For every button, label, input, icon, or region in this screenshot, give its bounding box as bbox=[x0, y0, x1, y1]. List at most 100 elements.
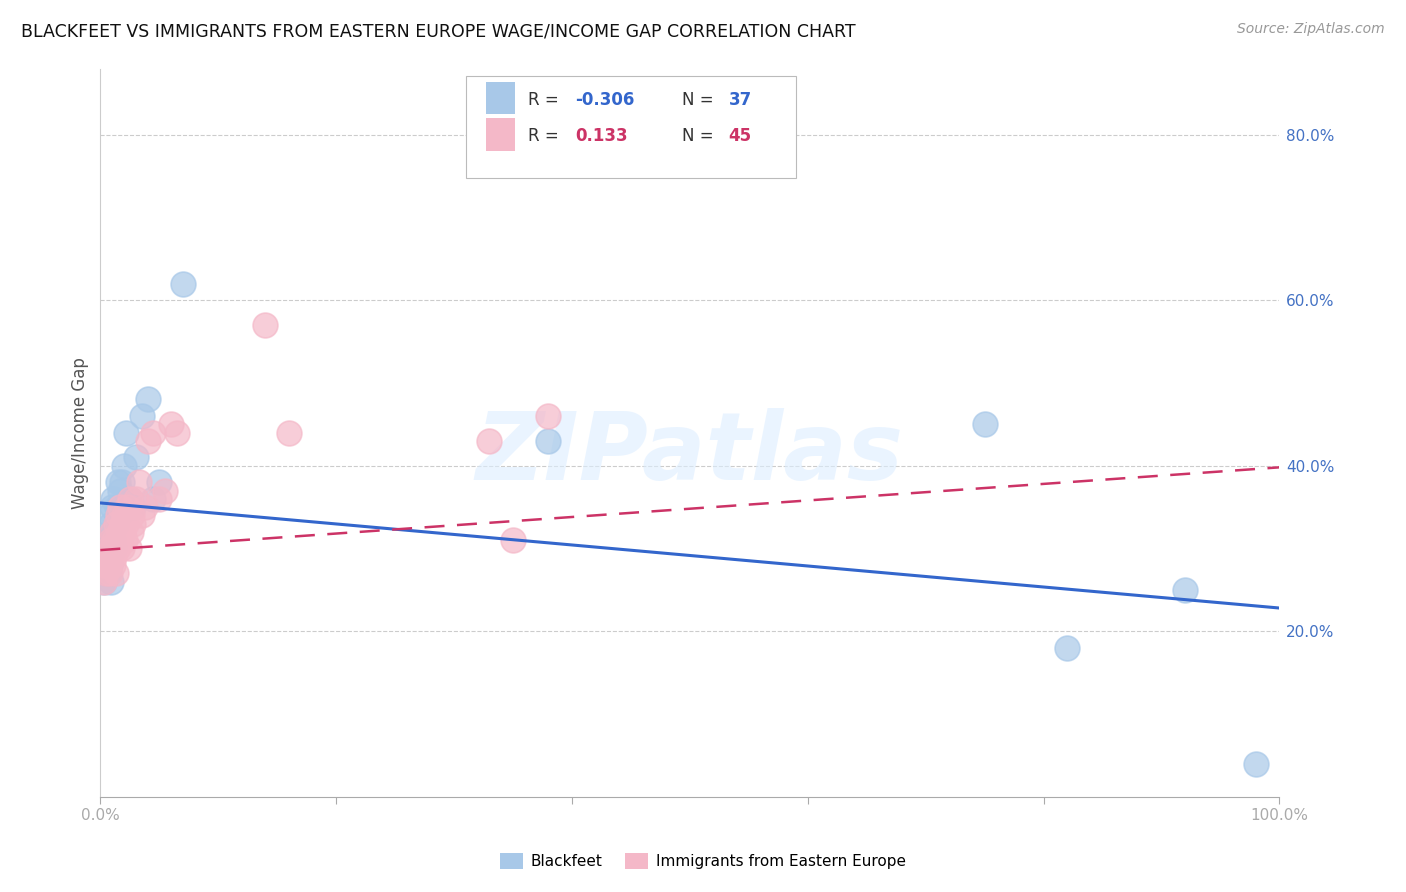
Point bbox=[110, 516, 132, 531]
Point bbox=[136, 434, 159, 448]
Text: N =: N = bbox=[682, 91, 718, 109]
Point bbox=[148, 475, 170, 490]
Point bbox=[537, 409, 560, 423]
Point bbox=[108, 524, 131, 539]
Point bbox=[107, 508, 129, 523]
Point bbox=[98, 566, 121, 581]
Point bbox=[97, 558, 120, 572]
Point bbox=[101, 524, 124, 539]
Point bbox=[122, 500, 145, 514]
Point bbox=[136, 392, 159, 407]
Point bbox=[142, 491, 165, 506]
Point bbox=[278, 425, 301, 440]
Point bbox=[101, 500, 124, 514]
Point bbox=[107, 541, 129, 556]
Point bbox=[93, 574, 115, 589]
Point bbox=[120, 524, 142, 539]
Point bbox=[118, 491, 141, 506]
Point bbox=[97, 541, 120, 556]
Point bbox=[160, 417, 183, 432]
Text: Source: ZipAtlas.com: Source: ZipAtlas.com bbox=[1237, 22, 1385, 37]
Point bbox=[115, 516, 138, 531]
Point bbox=[1174, 582, 1197, 597]
Point bbox=[96, 549, 118, 564]
Point bbox=[103, 533, 125, 548]
Point bbox=[97, 541, 120, 556]
Point bbox=[131, 409, 153, 423]
Point bbox=[125, 491, 148, 506]
Point bbox=[478, 434, 501, 448]
Point bbox=[118, 491, 141, 506]
Point bbox=[117, 500, 139, 514]
Point bbox=[100, 549, 122, 564]
Point bbox=[122, 516, 145, 531]
Point bbox=[103, 558, 125, 572]
Point bbox=[254, 318, 277, 332]
Point bbox=[98, 558, 121, 572]
Text: 0.133: 0.133 bbox=[575, 128, 628, 145]
Point bbox=[148, 491, 170, 506]
Point bbox=[502, 533, 524, 548]
Point bbox=[117, 541, 139, 556]
Point bbox=[142, 425, 165, 440]
Point bbox=[96, 549, 118, 564]
Point bbox=[134, 500, 156, 514]
Text: ZIPatlas: ZIPatlas bbox=[475, 409, 904, 500]
Point bbox=[94, 566, 117, 581]
Point bbox=[131, 508, 153, 523]
Point bbox=[104, 516, 127, 531]
Point bbox=[96, 566, 118, 581]
Point bbox=[110, 500, 132, 514]
Point bbox=[166, 425, 188, 440]
Point bbox=[103, 533, 125, 548]
Legend: Blackfeet, Immigrants from Eastern Europe: Blackfeet, Immigrants from Eastern Europ… bbox=[494, 847, 912, 875]
Point bbox=[101, 541, 124, 556]
Text: -0.306: -0.306 bbox=[575, 91, 636, 109]
Point bbox=[93, 574, 115, 589]
Point bbox=[96, 558, 118, 572]
Point bbox=[111, 524, 134, 539]
Point bbox=[1056, 640, 1078, 655]
Point bbox=[973, 417, 995, 432]
Point bbox=[110, 533, 132, 548]
Text: 45: 45 bbox=[728, 128, 752, 145]
Y-axis label: Wage/Income Gap: Wage/Income Gap bbox=[72, 357, 89, 508]
Text: 37: 37 bbox=[728, 91, 752, 109]
Point bbox=[101, 524, 124, 539]
Point bbox=[100, 574, 122, 589]
Point bbox=[94, 558, 117, 572]
Point bbox=[103, 491, 125, 506]
Point bbox=[105, 500, 128, 514]
Point bbox=[97, 566, 120, 581]
FancyBboxPatch shape bbox=[486, 82, 516, 114]
Point bbox=[115, 425, 138, 440]
FancyBboxPatch shape bbox=[465, 76, 796, 178]
Text: BLACKFEET VS IMMIGRANTS FROM EASTERN EUROPE WAGE/INCOME GAP CORRELATION CHART: BLACKFEET VS IMMIGRANTS FROM EASTERN EUR… bbox=[21, 22, 856, 40]
FancyBboxPatch shape bbox=[486, 118, 516, 151]
Point bbox=[172, 277, 194, 291]
Point bbox=[105, 533, 128, 548]
Point bbox=[112, 458, 135, 473]
Point bbox=[110, 541, 132, 556]
Point bbox=[104, 516, 127, 531]
Point bbox=[98, 508, 121, 523]
Point bbox=[537, 434, 560, 448]
Point bbox=[153, 483, 176, 498]
Point bbox=[108, 508, 131, 523]
Text: R =: R = bbox=[529, 91, 564, 109]
Text: N =: N = bbox=[682, 128, 718, 145]
Point bbox=[110, 483, 132, 498]
Point bbox=[107, 475, 129, 490]
Point bbox=[114, 533, 136, 548]
Point bbox=[121, 508, 143, 523]
Point bbox=[128, 475, 150, 490]
Point bbox=[1244, 756, 1267, 771]
Text: R =: R = bbox=[529, 128, 564, 145]
Point bbox=[96, 533, 118, 548]
Point bbox=[100, 533, 122, 548]
Point bbox=[104, 566, 127, 581]
Point bbox=[100, 516, 122, 531]
Point bbox=[112, 508, 135, 523]
Point bbox=[125, 450, 148, 465]
Point bbox=[110, 475, 132, 490]
